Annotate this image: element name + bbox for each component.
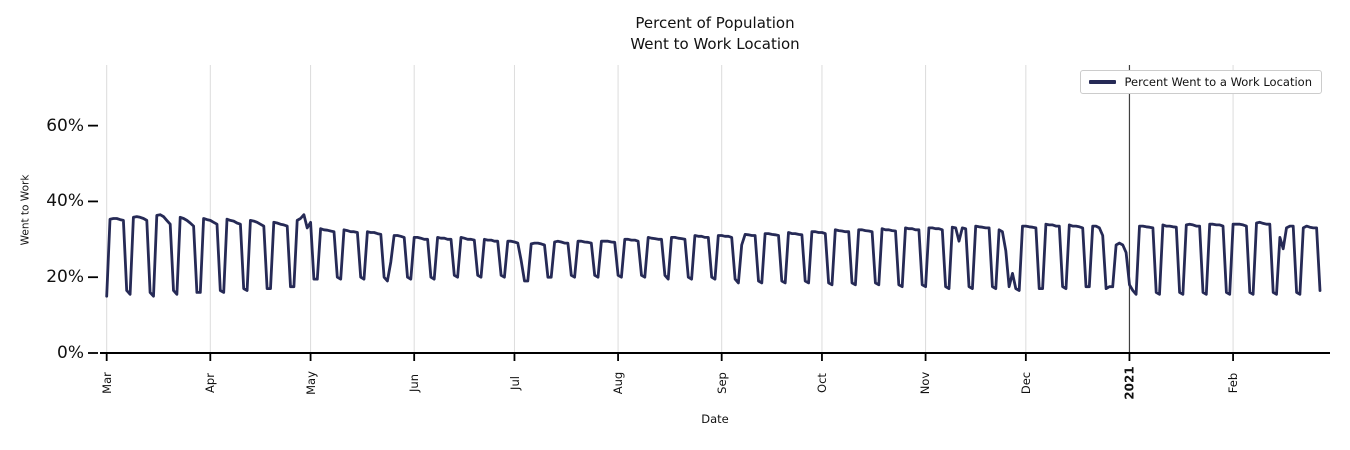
x-tick-label: Apr [203, 373, 218, 393]
legend-line-swatch [1088, 80, 1116, 84]
x-tick-label: Jul [507, 376, 522, 390]
y-tick-label: 60% [46, 115, 84, 136]
x-tick-label: Feb [1226, 372, 1241, 394]
x-tick-label: Jun [407, 374, 422, 392]
y-tick-label: 20% [46, 267, 84, 288]
x-tick-label: Sep [714, 372, 729, 394]
x-tick-label: Mar [99, 372, 114, 394]
y-tick-label: 40% [46, 191, 84, 212]
x-tick-label: 2021 [1122, 366, 1137, 400]
x-tick-label: Nov [918, 371, 933, 395]
chart-title-line-1: Percent of Population [635, 14, 795, 32]
y-tick-label: 0% [57, 343, 84, 363]
chart-title-line-2: Went to Work Location [630, 35, 800, 53]
legend-label: Percent Went to a Work Location [1124, 75, 1312, 89]
x-tick-label: Oct [814, 373, 829, 393]
data-line [105, 213, 1322, 298]
chart-title: Percent of Population Went to Work Locat… [100, 13, 1330, 55]
x-tick-label: May [303, 371, 318, 395]
legend: Percent Went to a Work Location [1079, 70, 1322, 94]
y-axis-title: Went to Work [19, 174, 31, 246]
x-tick-label: Dec [1018, 371, 1033, 395]
x-tick-label: Aug [611, 371, 626, 395]
x-axis-title: Date [701, 412, 729, 426]
